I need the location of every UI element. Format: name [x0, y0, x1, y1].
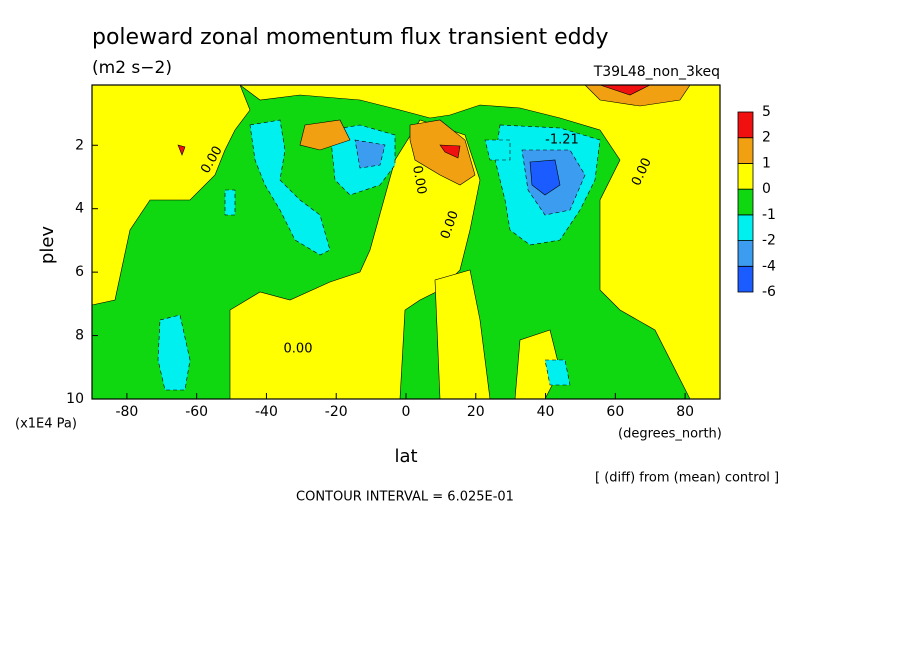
y-tick-label: 6	[75, 264, 84, 280]
contour-label: 0.00	[284, 342, 313, 357]
colorbar-label: -1	[762, 207, 776, 223]
colorbar-box	[737, 188, 754, 216]
x-tick-label: -60	[185, 404, 208, 420]
colorbar-box	[737, 240, 754, 267]
x-unit: (degrees_north)	[618, 427, 722, 442]
colorbar-label: 5	[762, 104, 771, 120]
x-tick-label: -80	[115, 404, 138, 420]
run-label: T39L48_non_3keq	[593, 64, 720, 80]
colorbar-label: -4	[762, 258, 776, 274]
contour-label: -1.21	[545, 133, 579, 148]
y-axis-label: plev	[37, 226, 58, 265]
colorbar-label: 1	[762, 155, 771, 171]
y-tick-label: 2	[75, 137, 84, 153]
colorbar-label: 2	[762, 130, 771, 146]
colorbar-label: 0	[762, 181, 771, 197]
contour-interval: CONTOUR INTERVAL = 6.025E-01	[296, 490, 514, 505]
x-tick-label: -40	[255, 404, 278, 420]
y-tick-label: 10	[66, 391, 84, 407]
chart-title: poleward zonal momentum flux transient e…	[92, 25, 609, 50]
x-tick-label: 60	[606, 404, 624, 420]
colorbar-box	[737, 265, 754, 293]
colorbar-box	[737, 137, 754, 164]
x-tick-label: 40	[537, 404, 555, 420]
x-tick-label: 0	[402, 404, 411, 420]
y-unit: (x1E4 Pa)	[15, 417, 77, 432]
x-axis-label: lat	[394, 446, 417, 467]
x-tick-label: 80	[676, 404, 694, 420]
colorbar-box	[737, 163, 754, 190]
y-tick-label: 8	[75, 328, 84, 344]
colorbar-label: -6	[762, 284, 776, 300]
subtitle: (m2 s−2)	[92, 58, 172, 78]
contour-label: 0.00	[409, 164, 429, 195]
x-tick-label: -20	[325, 404, 348, 420]
contour-field	[91, 84, 721, 400]
colorbar-box	[737, 214, 754, 241]
colorbar-label: -2	[762, 233, 776, 249]
y-tick-label: 4	[75, 201, 84, 217]
note: [ (diff) from (mean) control ]	[595, 471, 779, 486]
colorbar-box	[737, 111, 754, 139]
x-tick-label: 20	[467, 404, 485, 420]
